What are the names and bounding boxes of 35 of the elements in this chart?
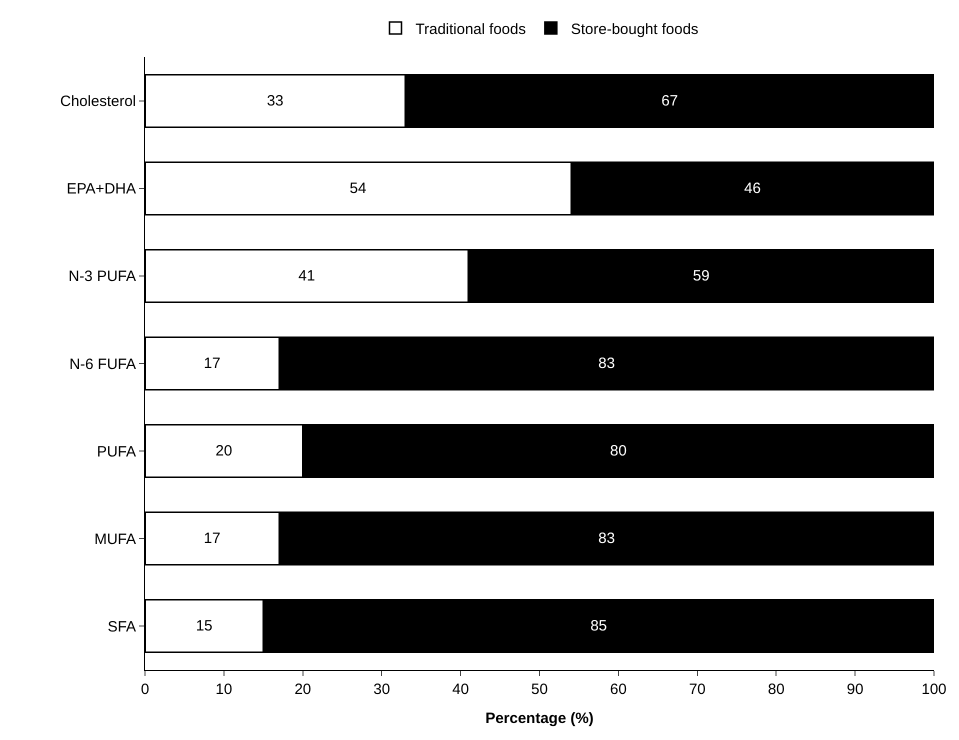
y-tick-label: PUFA [96, 443, 136, 460]
legend-label: Store-bought foods [570, 20, 698, 38]
y-tick-label: EPA+DHA [66, 180, 136, 198]
data-label: 54 [350, 180, 366, 197]
legend-label: Traditional foods [416, 20, 526, 38]
data-label: 17 [204, 355, 220, 372]
data-label: 85 [590, 618, 608, 635]
data-label: 17 [204, 530, 220, 548]
data-label: 33 [266, 92, 284, 110]
x-tick-label: 60 [610, 681, 627, 698]
x-tick-label: 100 [921, 681, 947, 698]
x-tick-label: 30 [373, 681, 390, 698]
data-label: 41 [298, 267, 316, 284]
data-label: 83 [598, 530, 615, 548]
y-tick-label: SFA [108, 618, 136, 636]
x-axis-title: Percentage (%) [485, 710, 594, 727]
data-label: 67 [661, 92, 678, 110]
y-tick-label: N-3 PUFA [68, 268, 136, 286]
data-label: 20 [216, 442, 232, 460]
x-tick-label: 50 [531, 681, 548, 698]
data-label: 83 [598, 355, 615, 372]
y-tick-label: Cholesterol [60, 93, 136, 110]
data-label: 59 [692, 267, 710, 284]
x-tick-label: 10 [216, 681, 232, 698]
y-tick-label: MUFA [94, 530, 136, 548]
x-tick-label: 80 [768, 681, 785, 698]
x-tick-label: 70 [688, 681, 706, 698]
x-tick-label: 0 [140, 681, 150, 698]
x-tick-label: 20 [294, 681, 312, 698]
data-label: 80 [610, 442, 627, 460]
y-tick-label: N-6 FUFA [69, 356, 136, 373]
x-tick-label: 90 [846, 681, 864, 698]
x-tick-label: 40 [452, 681, 469, 698]
data-label: 15 [196, 618, 213, 635]
data-label: 46 [744, 180, 761, 197]
